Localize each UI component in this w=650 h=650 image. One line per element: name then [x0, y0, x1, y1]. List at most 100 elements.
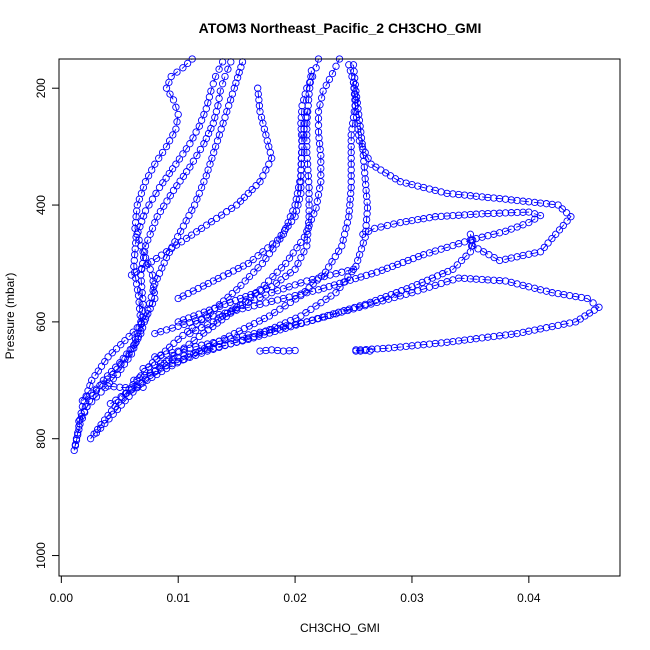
data-point: [301, 288, 309, 296]
data-point: [104, 353, 112, 361]
data-point: [304, 96, 313, 104]
data-point: [174, 318, 182, 326]
data-point: [216, 87, 224, 95]
data-point: [589, 299, 597, 307]
data-point: [525, 208, 533, 216]
data-point: [121, 383, 130, 392]
series-line: [177, 111, 308, 299]
data-point: [304, 166, 312, 174]
data-point: [172, 241, 181, 249]
data-point: [75, 425, 83, 434]
data-point: [217, 211, 226, 219]
data-point: [221, 72, 229, 81]
data-point: [484, 209, 492, 218]
data-point: [365, 227, 373, 235]
data-point: [449, 211, 457, 220]
data-point: [384, 344, 393, 352]
data-point: [297, 312, 305, 320]
series-line: [82, 61, 243, 402]
data-point: [132, 233, 140, 241]
data-point: [363, 204, 372, 212]
data-point: [423, 276, 431, 284]
data-point: [179, 316, 188, 324]
data-point: [305, 90, 313, 98]
data-point: [443, 212, 451, 220]
data-point: [112, 396, 120, 404]
data-point: [279, 347, 288, 355]
data-point: [305, 189, 313, 198]
data-point: [284, 222, 292, 230]
data-point: [134, 228, 142, 236]
data-point: [554, 289, 562, 298]
data-point: [269, 272, 277, 281]
x-tick-label: 0.04: [517, 591, 541, 605]
y-tick-label: 1000: [34, 542, 48, 569]
data-point: [250, 268, 258, 276]
data-point: [327, 292, 335, 300]
data-point: [240, 193, 249, 201]
data-point: [298, 142, 306, 151]
data-point: [193, 151, 201, 160]
data-point: [163, 197, 171, 205]
data-point: [142, 261, 151, 269]
data-point: [169, 96, 178, 104]
data-point: [408, 342, 416, 350]
data-point: [495, 276, 504, 285]
data-point: [302, 309, 310, 317]
data-point: [300, 248, 308, 256]
data-point: [235, 68, 243, 77]
data-point: [484, 193, 492, 202]
x-tick-label: 0.00: [50, 591, 74, 605]
data-point: [291, 265, 299, 273]
data-series: [352, 346, 374, 355]
data-point: [525, 218, 533, 227]
data-point: [466, 192, 475, 200]
data-point: [215, 94, 223, 103]
data-point: [117, 360, 125, 368]
data-point: [466, 335, 475, 344]
data-point: [347, 172, 355, 180]
data-point: [449, 190, 457, 198]
data-point: [362, 221, 370, 230]
data-point: [356, 347, 365, 355]
data-point: [354, 125, 362, 133]
x-tick-label: 0.02: [283, 591, 307, 605]
data-series: [174, 107, 311, 303]
data-point: [317, 299, 325, 307]
data-point: [419, 341, 428, 349]
data-point: [286, 298, 295, 307]
data-point: [347, 154, 355, 162]
data-point: [567, 213, 575, 221]
data-point: [303, 242, 311, 250]
data-point: [361, 346, 369, 355]
data-point: [347, 183, 355, 192]
data-point: [315, 140, 324, 148]
data-point: [71, 442, 80, 450]
data-point: [303, 137, 311, 145]
data-point: [437, 339, 445, 347]
data-point: [325, 75, 334, 84]
data-point: [303, 131, 311, 139]
data-point: [414, 215, 422, 224]
data-point: [273, 346, 282, 355]
data-point: [205, 306, 214, 314]
data-point: [513, 196, 521, 205]
data-point: [244, 189, 252, 198]
data-point: [113, 365, 121, 373]
data-point: [137, 264, 146, 273]
data-point: [121, 397, 129, 405]
data-point: [162, 364, 171, 373]
data-point: [306, 78, 314, 87]
series-line: [96, 58, 340, 434]
data-point: [357, 273, 365, 281]
data-point: [330, 281, 339, 289]
data-point: [414, 341, 422, 349]
data-point: [325, 263, 333, 271]
data-point: [259, 248, 267, 256]
data-point: [328, 69, 337, 78]
data-point: [244, 259, 252, 268]
data-point: [352, 113, 361, 122]
data-point: [367, 160, 375, 168]
data-point: [255, 102, 264, 110]
data-point: [455, 211, 463, 219]
